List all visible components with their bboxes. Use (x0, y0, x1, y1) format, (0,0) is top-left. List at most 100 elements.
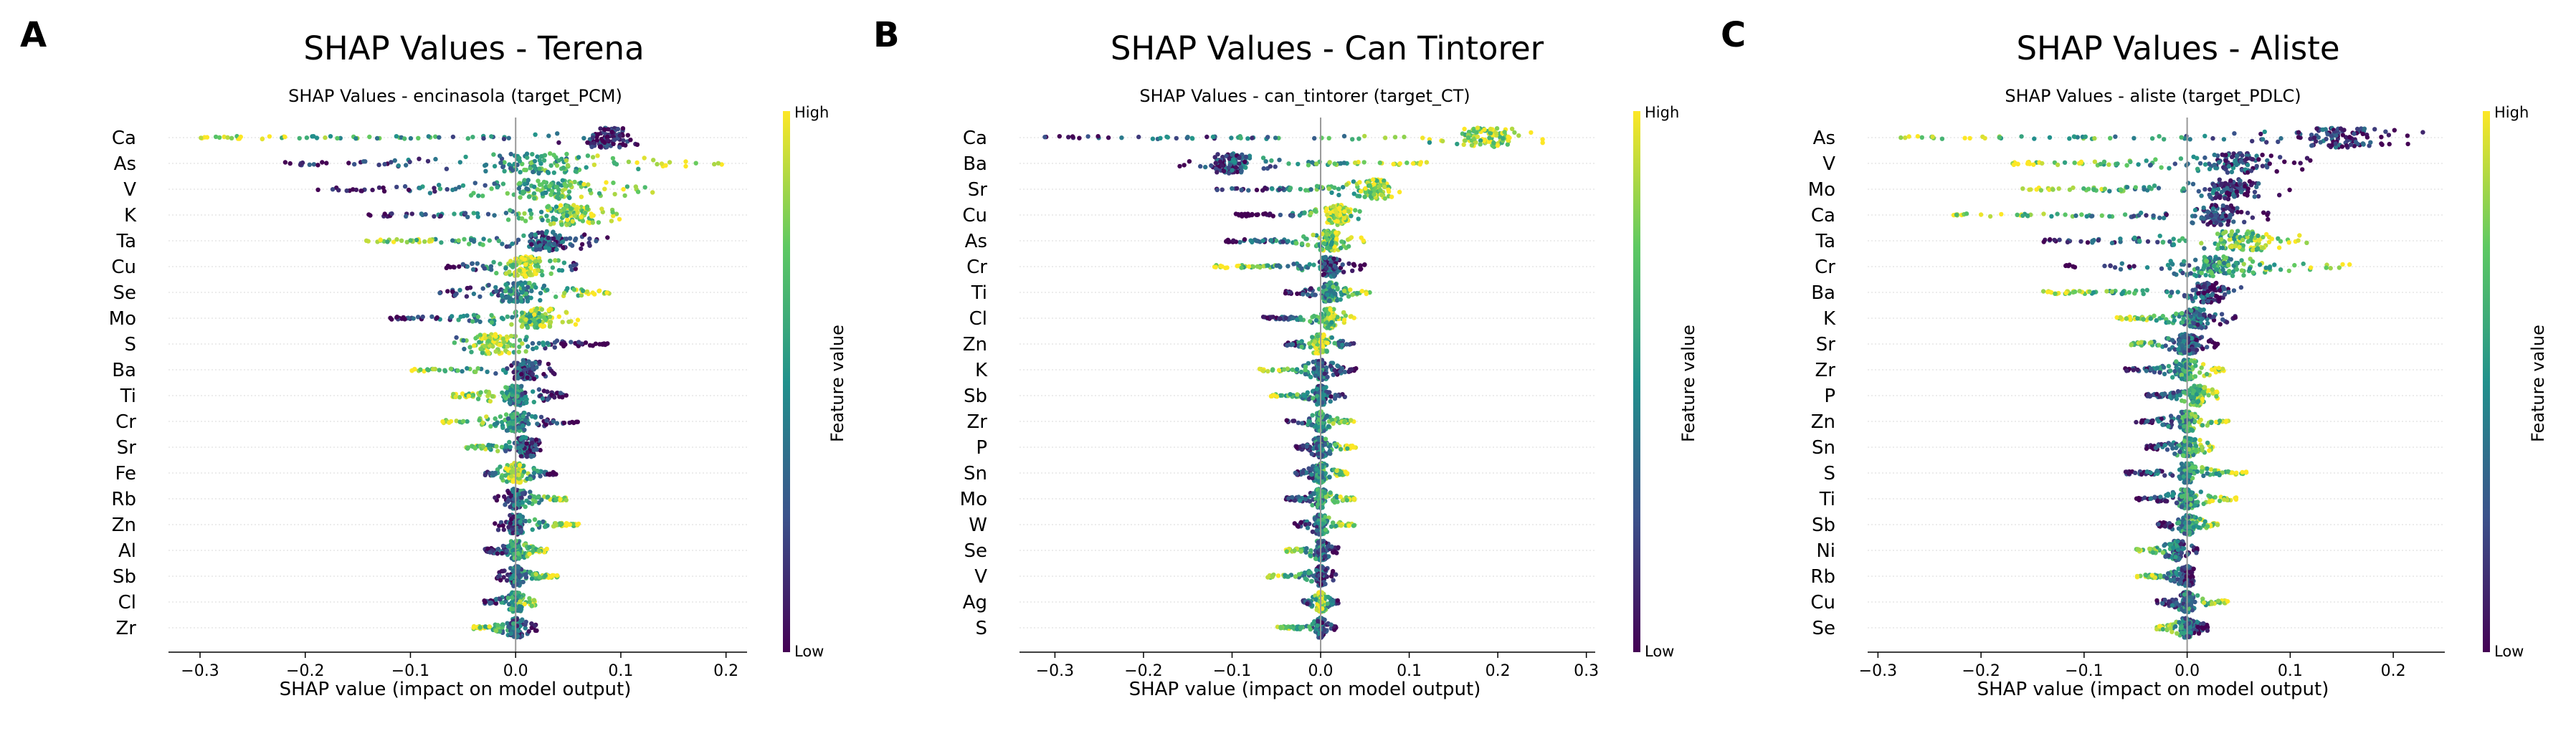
shap-point (565, 217, 570, 222)
shap-point (536, 268, 541, 273)
shap-point (1329, 335, 1335, 340)
shap-point (546, 307, 551, 312)
shap-point (546, 361, 551, 367)
shap-point (555, 131, 560, 136)
shap-point (229, 135, 234, 140)
shap-point (558, 208, 563, 214)
shap-point (475, 396, 481, 401)
shap-point (1509, 126, 1515, 131)
shap-point (422, 239, 427, 244)
shap-point (1358, 263, 1363, 268)
shap-point (1325, 231, 1330, 237)
shap-point (1359, 188, 1364, 194)
shap-point (1325, 340, 1330, 345)
shap-point (509, 474, 514, 479)
feature-label: S (124, 334, 136, 355)
shap-point (1290, 214, 1295, 219)
shap-point (1244, 214, 1249, 219)
shap-point (530, 340, 536, 346)
beeswarm-as (282, 151, 724, 176)
shap-point (493, 334, 498, 339)
shap-point (545, 389, 550, 394)
shap-point (520, 617, 525, 622)
shap-point (541, 371, 546, 377)
shap-point (505, 499, 510, 505)
shap-point (475, 261, 480, 266)
shap-point (477, 319, 483, 325)
shap-point (504, 282, 509, 287)
shap-point (519, 324, 525, 329)
shap-point (1314, 386, 1320, 391)
shap-point (482, 344, 488, 349)
shap-point (507, 421, 512, 426)
shap-point (1491, 140, 1496, 145)
shap-point (1334, 230, 1339, 235)
shap-point (597, 288, 602, 293)
shap-point (1341, 133, 1347, 139)
shap-point (1281, 367, 1287, 372)
shap-point (604, 144, 609, 149)
shap-point (417, 156, 422, 161)
shap-point (503, 289, 508, 294)
shap-point (1258, 264, 1263, 270)
shap-point (514, 212, 519, 217)
shap-point (353, 187, 359, 193)
shap-point (489, 186, 494, 191)
shap-point (567, 195, 572, 201)
shap-point (523, 338, 528, 343)
shap-point (498, 597, 503, 602)
shap-point (520, 290, 525, 295)
shap-point (609, 130, 614, 135)
shap-point (483, 163, 488, 168)
shap-point (417, 186, 422, 191)
shap-point (225, 135, 230, 140)
shap-point (482, 266, 487, 271)
shap-point (1306, 419, 1311, 424)
shap-point (477, 340, 482, 345)
shap-point (1462, 126, 1467, 132)
shap-point (346, 161, 351, 166)
beeswarm-cl (482, 590, 538, 614)
shap-point (553, 204, 559, 209)
shap-point (1418, 160, 1424, 165)
shap-point (543, 422, 548, 427)
shap-point (508, 444, 513, 449)
shap-point (1349, 214, 1354, 219)
shap-point (437, 135, 442, 140)
shap-point (569, 243, 575, 248)
shap-point (514, 530, 519, 535)
shap-point (366, 212, 371, 217)
shap-point (217, 135, 222, 140)
shap-point (493, 349, 498, 354)
shap-point (222, 134, 227, 140)
shap-point (1341, 216, 1347, 221)
shap-point (1336, 192, 1341, 198)
shap-point (1226, 165, 1232, 171)
shap-point (560, 395, 565, 400)
shap-point (553, 522, 559, 527)
shap-point (590, 155, 596, 160)
shap-point (533, 285, 538, 290)
shap-point (545, 494, 550, 500)
shap-point (1331, 314, 1336, 319)
shap-point (1475, 125, 1481, 130)
shap-point (382, 211, 387, 216)
shap-point (437, 368, 442, 373)
shap-point (426, 134, 431, 139)
shap-point (519, 310, 525, 315)
feature-label: Sr (117, 437, 137, 459)
shap-point (1298, 315, 1303, 320)
shap-point (483, 168, 488, 173)
shap-point (465, 214, 470, 219)
shap-point (462, 211, 468, 216)
shap-point (531, 389, 536, 394)
shap-point (506, 350, 512, 355)
shap-point (521, 358, 526, 363)
shap-point (622, 193, 627, 199)
colorbar-low-label: Low (794, 643, 824, 660)
beeswarm-cr (1212, 254, 1367, 279)
shap-point (1290, 315, 1296, 320)
shap-point (352, 162, 357, 167)
feature-label: As (114, 153, 136, 175)
